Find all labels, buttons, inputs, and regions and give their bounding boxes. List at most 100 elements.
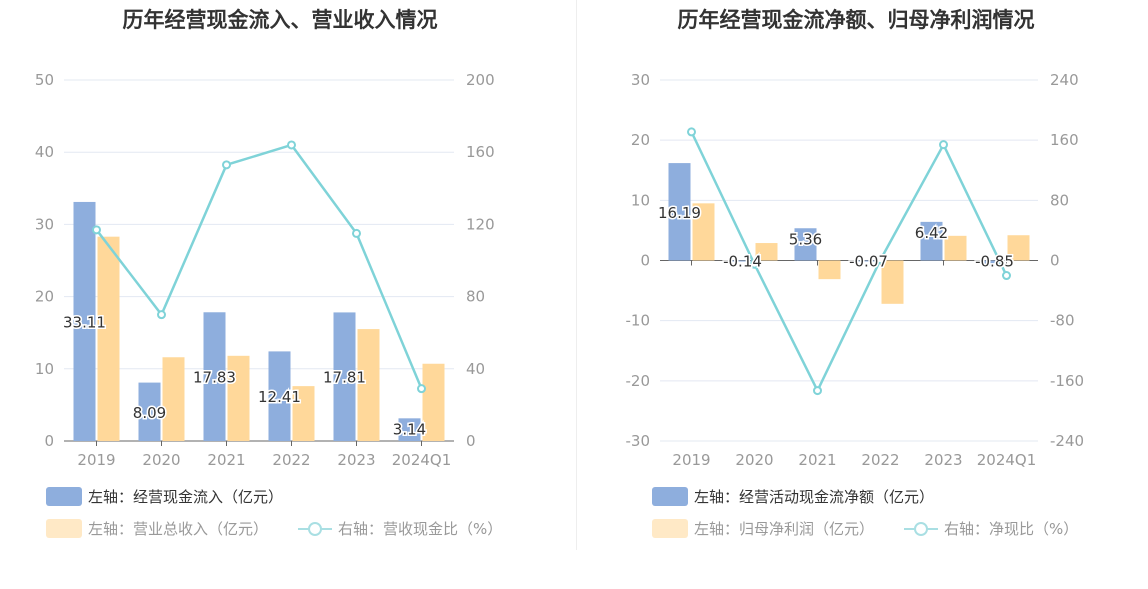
line-point <box>939 140 948 150</box>
right-axis-tick-label: -160 <box>1050 372 1084 390</box>
right-axis-tick-label: -240 <box>1050 432 1084 450</box>
legend-item-net-profit[interactable]: 左轴：归母净利润（亿元） <box>652 518 874 539</box>
bar-series-1 <box>920 221 943 261</box>
left-axis-tick-label: -10 <box>626 312 651 330</box>
line-point <box>92 225 101 235</box>
left-axis-tick-label: -30 <box>626 432 651 450</box>
bar-series-1 <box>138 382 161 441</box>
legend-label: 左轴：营业总收入（亿元） <box>88 520 269 538</box>
bar-series-2 <box>97 236 120 441</box>
bar-data-label: -0.14 <box>723 253 762 271</box>
bar-data-label: 17.81 <box>323 369 366 387</box>
left-axis-tick-label: 50 <box>35 71 54 89</box>
legend-item-revenue[interactable]: 左轴：营业总收入（亿元） <box>46 518 268 539</box>
legend-label: 左轴：经营现金流入（亿元） <box>88 488 284 506</box>
bar-series-2 <box>818 260 841 280</box>
legend-line-icon <box>298 519 332 538</box>
bar-series-1 <box>203 312 226 441</box>
x-axis-tick-label: 2023 <box>337 451 375 469</box>
bar-series-1 <box>268 351 291 441</box>
bar-data-label: 5.36 <box>789 230 822 248</box>
bar-data-label: -0.85 <box>975 253 1014 271</box>
x-axis-tick-label: 2024Q1 <box>977 451 1037 469</box>
legend-swatch-bar <box>652 519 688 538</box>
bar-series-1 <box>398 418 421 441</box>
right-axis-tick-label: 80 <box>466 288 485 306</box>
bar-series-2 <box>1007 235 1030 261</box>
right-axis-tick-label: 0 <box>466 432 476 450</box>
bar-series-2 <box>357 329 380 441</box>
bar-series-2 <box>162 357 185 441</box>
chart-title: 历年经营现金流入、营业收入情况 <box>122 8 438 32</box>
legend-swatch-bar <box>46 487 82 506</box>
bar-data-label: -0.07 <box>849 253 888 271</box>
right-axis-tick-label: 80 <box>1050 191 1069 209</box>
x-axis-tick-label: 2022 <box>861 451 899 469</box>
right-chart-panel: 历年经营现金流净额、归母净利润情况 -30 -20 -10 0 10 20 30 -240 -1… <box>576 0 1148 589</box>
right-axis-tick-label: -80 <box>1050 312 1075 330</box>
bar-series-1 <box>857 260 880 262</box>
bar-series-1 <box>668 163 691 261</box>
left-axis-tick-label: 10 <box>631 191 650 209</box>
left-axis-tick-label: 10 <box>35 360 54 378</box>
line-point <box>876 255 885 265</box>
line-point <box>157 310 166 320</box>
legend-item-cash-inflow[interactable]: 左轴：经营现金流入（亿元） <box>46 486 283 507</box>
left-chart-panel: 历年经营现金流入、营业收入情况 0 10 20 30 40 50 0 40 80 120 160 20… <box>35 8 502 539</box>
panel-divider <box>576 0 577 550</box>
legend-line-icon <box>904 519 938 538</box>
legend-item-cash-revenue-ratio[interactable]: 右轴：营收现金比（%） <box>298 518 502 539</box>
left-axis-tick-label: 0 <box>640 252 650 270</box>
bar-data-label: 8.09 <box>133 404 166 422</box>
x-axis-tick-label: 2021 <box>207 451 245 469</box>
x-axis-tick-label: 2019 <box>77 451 115 469</box>
x-axis-tick-label: 2023 <box>924 451 962 469</box>
legend-item-net-cash-ratio[interactable]: 右轴：净现比（%） <box>904 518 1078 539</box>
legend-swatch-bar <box>46 519 82 538</box>
line-point <box>687 127 696 137</box>
bar-data-label: 33.11 <box>63 313 106 331</box>
left-axis-tick-label: -20 <box>626 372 651 390</box>
right-chart-svg: -30 -20 -10 0 10 20 30 -240 -160 -80 0 80 160 240 2019… <box>626 71 1085 469</box>
x-axis-tick-label: 2021 <box>798 451 836 469</box>
legend-item-net-operating-cash[interactable]: 左轴：经营活动现金流净额（亿元） <box>652 486 934 507</box>
legend-label: 左轴：归母净利润（亿元） <box>694 520 875 538</box>
bar-data-label: 3.14 <box>393 420 426 438</box>
line-point <box>352 228 361 238</box>
left-axis-tick-label: 20 <box>35 288 54 306</box>
left-axis-tick-label: 20 <box>631 131 650 149</box>
x-axis-tick-label: 2024Q1 <box>392 451 452 469</box>
line-series <box>95 143 423 390</box>
bar-data-label: 16.19 <box>658 204 701 222</box>
right-axis-tick-label: 200 <box>466 71 495 89</box>
bar-series-1 <box>983 260 1006 266</box>
x-axis-tick-label: 2022 <box>272 451 310 469</box>
left-axis-tick-label: 30 <box>631 71 650 89</box>
bar-series-1 <box>794 228 817 261</box>
bar-series-2 <box>422 363 445 441</box>
x-axis-tick-label: 2020 <box>142 451 180 469</box>
right-axis-tick-label: 40 <box>466 360 485 378</box>
bar-series-2 <box>692 203 715 261</box>
bar-series-1 <box>333 312 356 441</box>
bar-data-label: 6.42 <box>915 224 948 242</box>
line-point <box>287 140 296 150</box>
bar-series-2 <box>227 355 250 441</box>
left-axis-tick-label: 40 <box>35 143 54 161</box>
line-point <box>222 160 231 170</box>
x-axis-tick-label: 2019 <box>672 451 710 469</box>
legend-swatch-bar <box>652 487 688 506</box>
legend-label: 右轴：净现比（%） <box>944 520 1079 538</box>
bar-data-label: 17.83 <box>193 369 236 387</box>
bar-series-1 <box>731 260 754 262</box>
line-point <box>813 386 822 396</box>
line-point <box>750 259 759 269</box>
legend-label: 右轴：营收现金比（%） <box>338 520 503 538</box>
line-series <box>690 131 1008 394</box>
left-axis-tick-label: 30 <box>35 215 54 233</box>
bar-series-2 <box>755 243 778 261</box>
bar-data-label: 12.41 <box>258 388 301 406</box>
right-axis-tick-label: 0 <box>1050 252 1060 270</box>
right-axis-tick-label: 240 <box>1050 71 1079 89</box>
left-axis-tick-label: 0 <box>44 432 54 450</box>
